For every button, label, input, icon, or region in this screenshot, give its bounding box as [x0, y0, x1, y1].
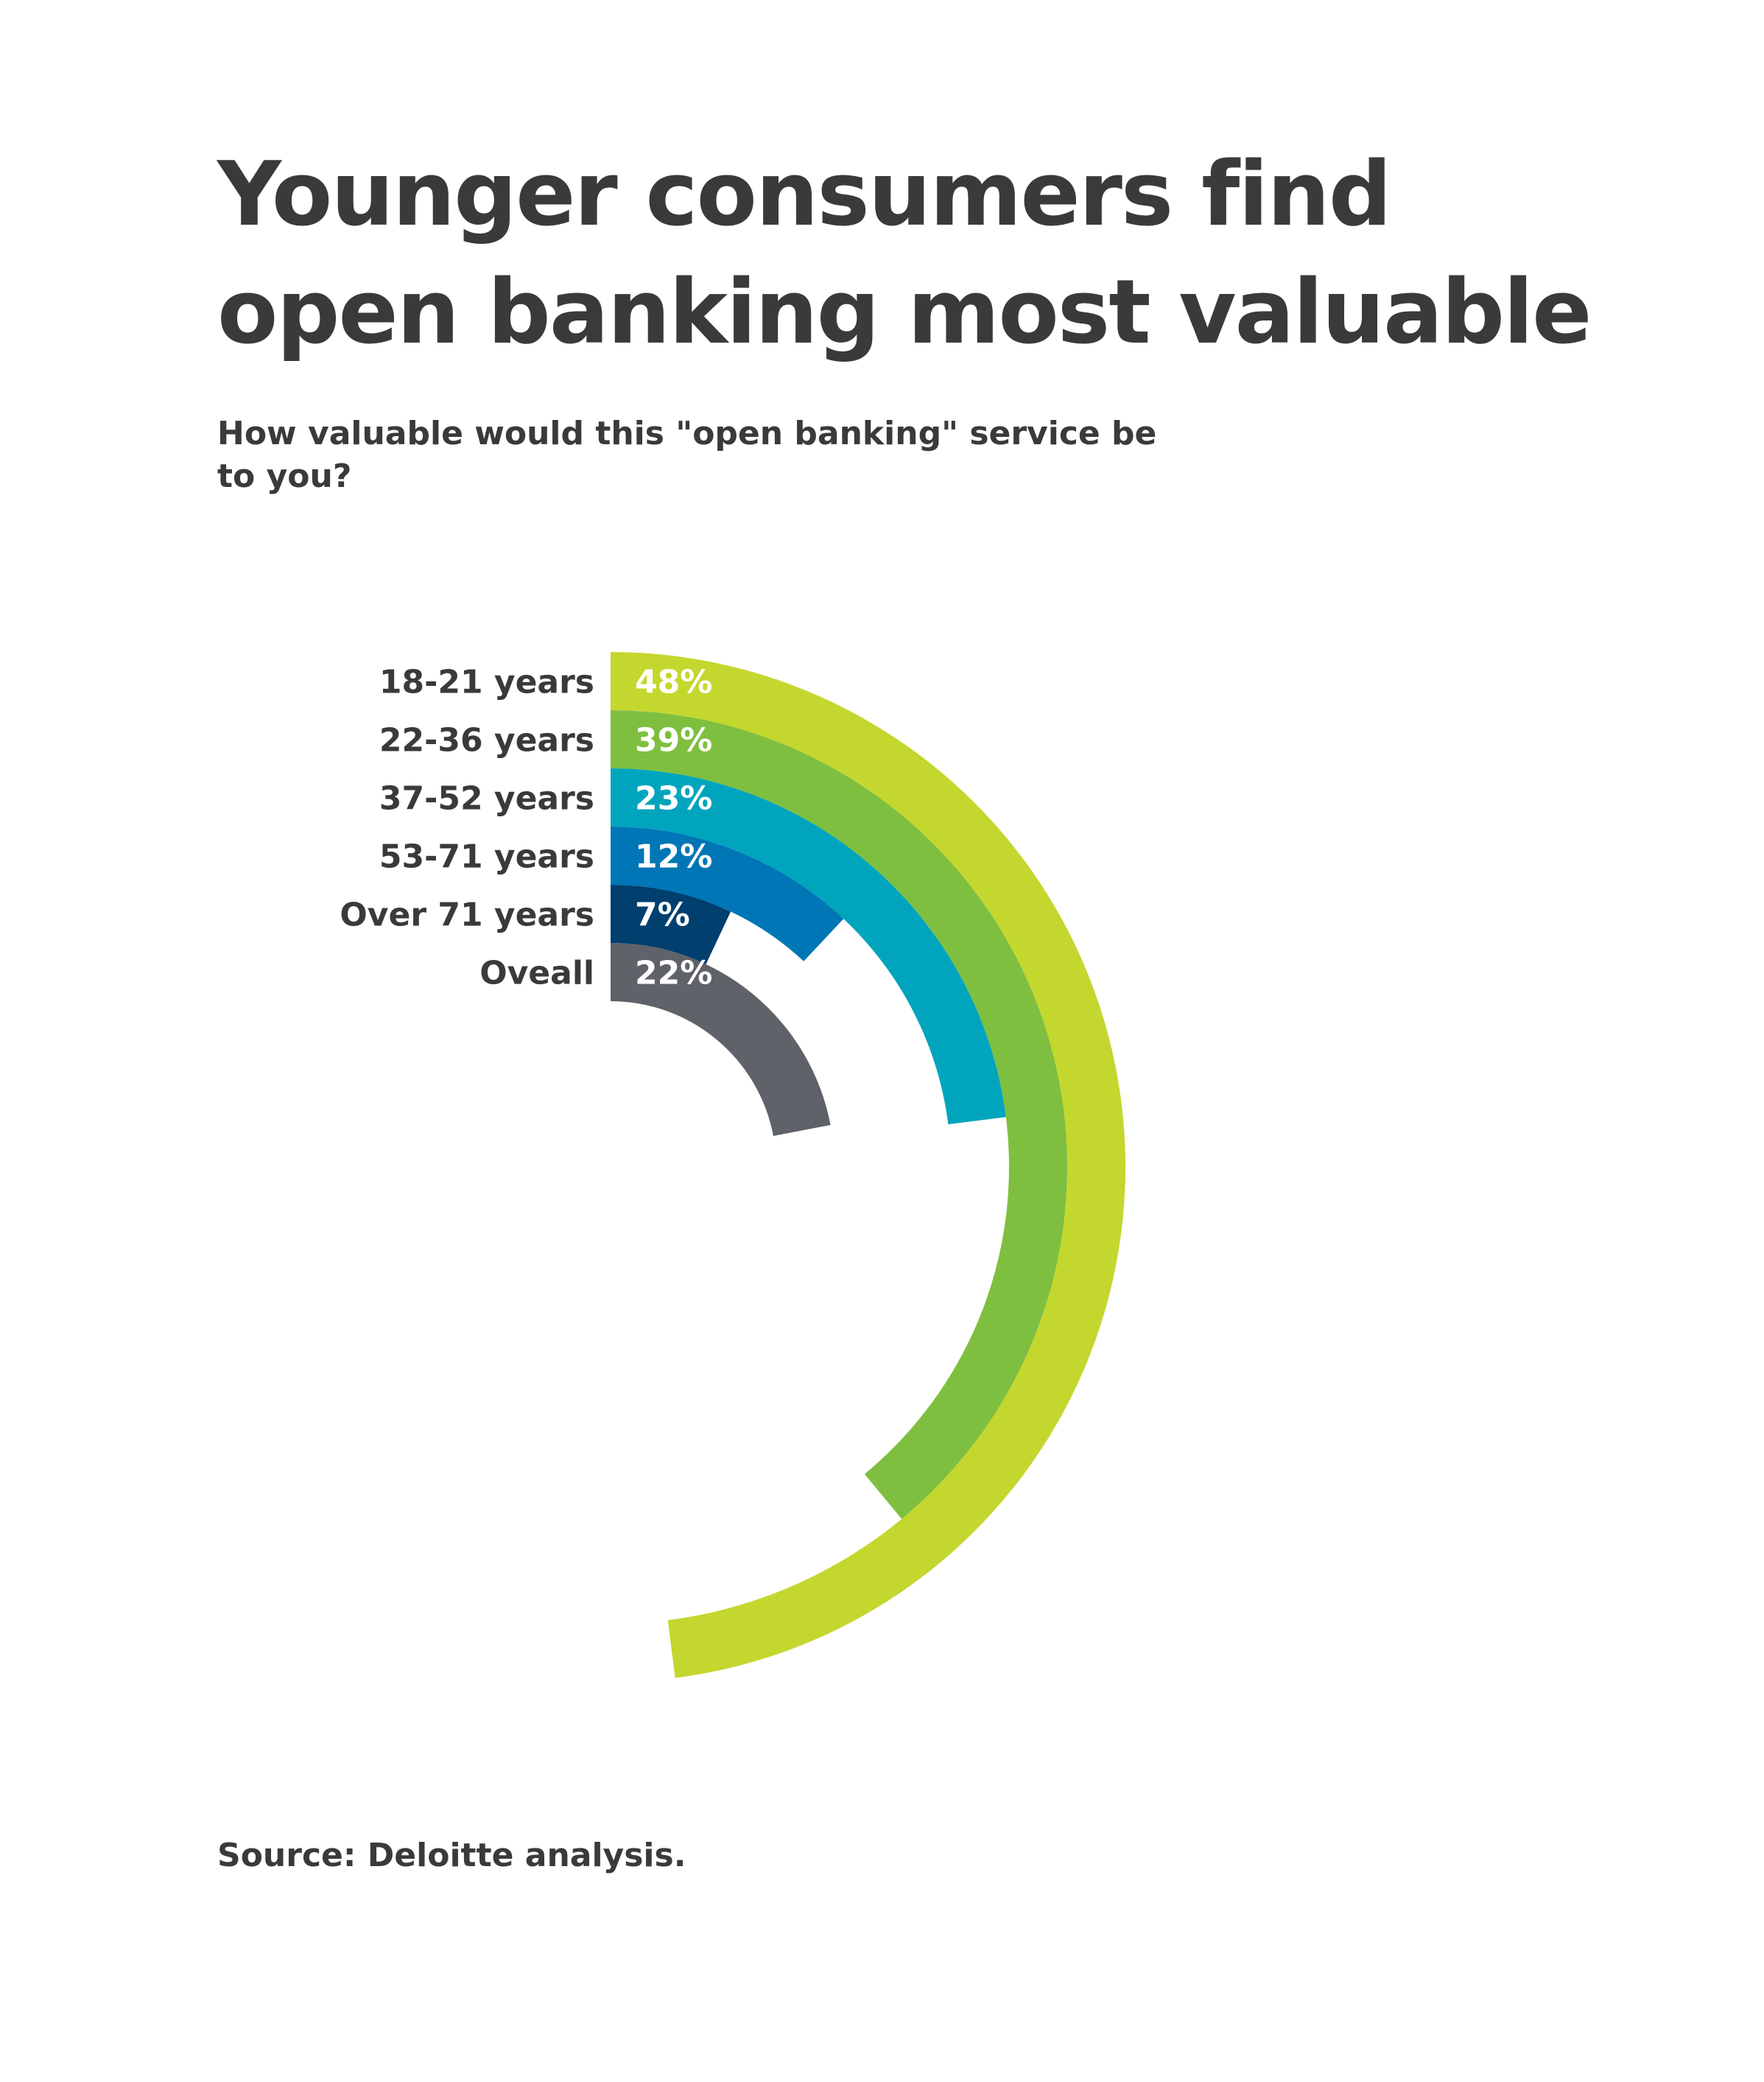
category-label-18-21-years: 18-21 years [379, 664, 594, 701]
category-label-37-52-years: 37-52 years [379, 780, 594, 818]
arc-over-71-years [611, 885, 731, 964]
category-label-22-36-years: 22-36 years [379, 722, 594, 760]
arc-22-36-years [611, 710, 1067, 1519]
chart-subtitle: How valuable would this "open banking" s… [217, 415, 1157, 495]
chart-title: Younger consumers find open banking most… [217, 144, 1592, 364]
chart-arcs [611, 652, 1126, 1678]
value-label-22-36-years: 39% [635, 722, 712, 760]
value-label-53-71-years: 12% [635, 838, 712, 876]
chart-category-labels: 18-21 years 22-36 years 37-52 years 53-71 y… [340, 664, 594, 992]
chart-value-labels: 48% 39% 23% 12% 7% 22% [635, 664, 712, 992]
arc-53-71-years [611, 827, 844, 961]
arc-18-21-years [611, 652, 1126, 1678]
category-label-53-71-years: 53-71 years [379, 838, 594, 876]
arc-oveall [611, 943, 831, 1136]
source-note: Source: Deloitte analysis. [217, 1837, 686, 1874]
value-label-over-71-years: 7% [635, 897, 690, 934]
category-label-oveall: Oveall [479, 955, 594, 992]
arc-37-52-years [611, 768, 1006, 1125]
value-label-37-52-years: 23% [635, 780, 712, 818]
category-label-over-71-years: Over 71 years [340, 897, 594, 934]
value-label-18-21-years: 48% [635, 664, 712, 701]
value-label-oveall: 22% [635, 955, 712, 992]
